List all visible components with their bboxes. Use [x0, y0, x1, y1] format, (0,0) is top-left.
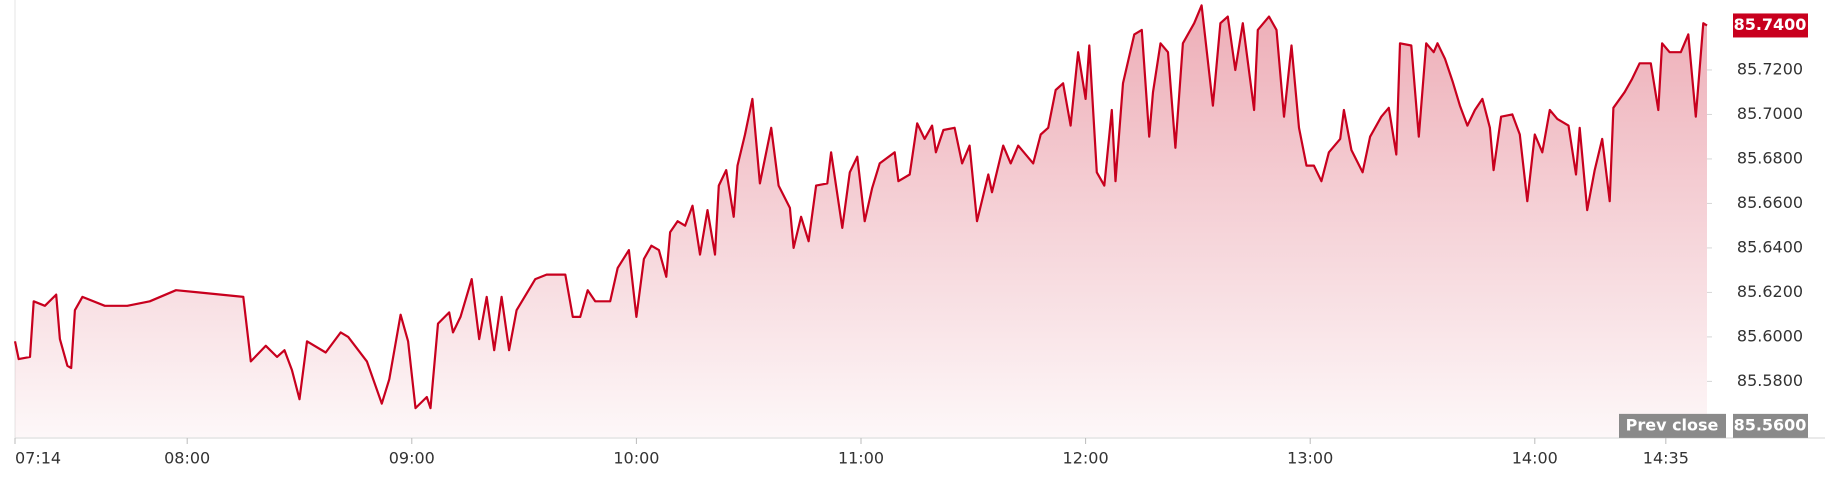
y-tick-label: 85.6400 [1737, 237, 1803, 256]
prev-close-box [1619, 413, 1726, 438]
y-tick-label: 85.6000 [1737, 326, 1803, 345]
last-price-box [1733, 13, 1808, 38]
x-tick-label: 09:00 [389, 449, 435, 468]
plot: 85.5800 85.6000 85.6200 85.6400 85.6600 85.68… [13, 4, 1808, 468]
y-tick-label: 85.6200 [1737, 282, 1803, 301]
x-tick-label: 08:00 [164, 449, 210, 468]
last-price-label: 85.7400 [1734, 15, 1807, 34]
prev-close-value-box [1733, 413, 1808, 438]
x-tick-label: 14:35 [1643, 449, 1689, 468]
price-line [13, 4, 1708, 410]
x-tick-label: 14:00 [1512, 449, 1558, 468]
y-tick-label: 85.7200 [1737, 59, 1803, 78]
x-tick-label: 12:00 [1063, 449, 1109, 468]
y-tick-label: 85.6800 [1737, 148, 1803, 167]
x-tick-label: 10:00 [613, 449, 659, 468]
prev-close-text: Prev close [1626, 415, 1719, 434]
x-tick-label: 13:00 [1287, 449, 1333, 468]
y-tick-label: 85.5800 [1737, 371, 1803, 390]
y-tick-label: 85.6600 [1737, 193, 1803, 212]
prev-close-value: 85.5600 [1734, 415, 1807, 434]
x-tick-label: 07:14 [15, 449, 61, 468]
area-fill [15, 5, 1707, 438]
y-tick-label: 85.7000 [1737, 104, 1803, 123]
x-tick-label: 11:00 [838, 449, 884, 468]
